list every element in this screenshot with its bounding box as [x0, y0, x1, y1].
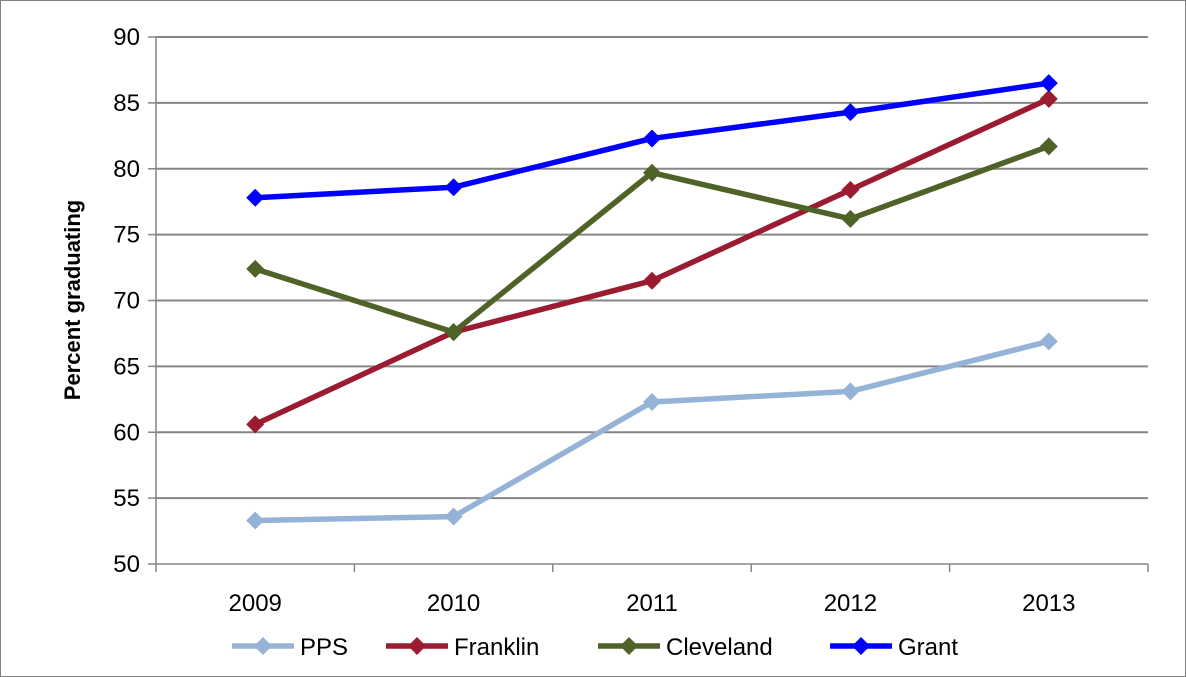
data-point-grant	[444, 178, 463, 197]
legend-marker-franklin	[408, 637, 426, 655]
data-point-cleveland	[841, 209, 860, 228]
data-point-grant	[643, 129, 661, 148]
y-tick-label: 85	[113, 90, 140, 117]
data-point-franklin	[1039, 89, 1058, 108]
y-tick-label: 90	[113, 24, 140, 51]
data-point-cleveland	[1039, 137, 1058, 156]
legend-item-pps: PPS	[232, 634, 348, 661]
legend-marker-grant	[852, 637, 870, 655]
y-tick-label: 65	[113, 353, 140, 380]
data-point-franklin	[841, 180, 860, 199]
axes	[148, 36, 1149, 572]
data-point-grant	[841, 103, 860, 122]
data-point-franklin	[643, 271, 661, 290]
data-point-pps	[444, 507, 463, 526]
data-point-cleveland	[643, 163, 661, 182]
data-point-pps	[1039, 332, 1058, 351]
x-tick-label: 2011	[626, 590, 678, 617]
series-cleveland	[246, 137, 1058, 342]
data-point-grant	[1039, 74, 1058, 93]
legend-label-franklin: Franklin	[454, 634, 539, 661]
data-point-pps	[841, 382, 860, 401]
x-tick-labels: 2009 2010 2011 2012 2013	[229, 590, 1076, 617]
y-tick-label: 80	[113, 156, 140, 183]
legend-marker-cleveland	[620, 637, 638, 655]
y-tick-label: 60	[113, 419, 140, 446]
x-tick-label: 2013	[1022, 590, 1075, 617]
legend-item-cleveland: Cleveland	[598, 634, 773, 661]
legend-item-franklin: Franklin	[386, 634, 539, 661]
y-tick-label: 55	[113, 485, 140, 512]
y-tick-labels: 50 55 60 65 70 75 80 85 90	[113, 24, 140, 578]
data-point-pps	[643, 392, 661, 411]
data-point-cleveland	[444, 323, 463, 342]
series-line-franklin	[252, 96, 1052, 428]
data-point-pps	[246, 511, 265, 530]
x-tick-label: 2012	[824, 590, 877, 617]
series-layer	[246, 74, 1058, 530]
series-pps	[246, 332, 1058, 530]
legend-label-grant: Grant	[898, 634, 958, 661]
data-point-franklin	[246, 415, 265, 434]
series-grant	[246, 74, 1058, 207]
y-tick-label: 50	[113, 551, 140, 578]
data-point-cleveland	[246, 259, 265, 278]
y-tick-label: 70	[113, 288, 140, 315]
gridlines	[156, 36, 1148, 500]
x-tick-label: 2009	[229, 590, 282, 617]
y-axis-title: Percent graduating	[60, 200, 85, 400]
y-tick-label: 75	[113, 222, 140, 249]
legend-label-cleveland: Cleveland	[666, 634, 773, 661]
legend: PPS Franklin Cleveland Grant	[232, 634, 958, 661]
data-point-grant	[246, 188, 265, 207]
legend-label-pps: PPS	[300, 634, 348, 661]
x-tick-label: 2010	[427, 590, 480, 617]
legend-item-grant: Grant	[830, 634, 958, 661]
legend-marker-pps	[254, 637, 272, 655]
